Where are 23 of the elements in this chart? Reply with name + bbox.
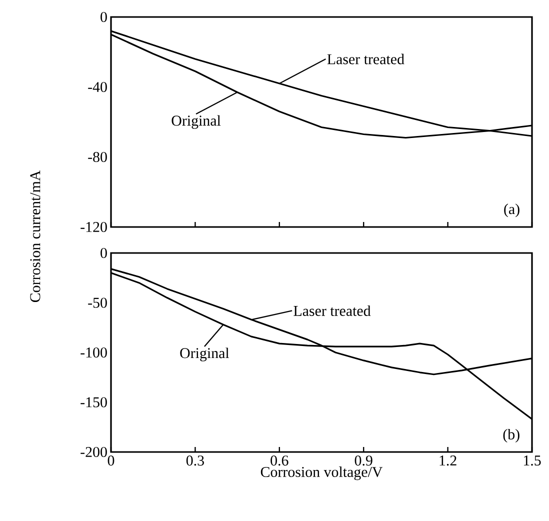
y-tick-label: 0 <box>100 12 107 22</box>
text: Laser treated <box>327 54 404 64</box>
y-tick-label: 0 <box>100 248 107 258</box>
x-tick-label: 1.2 <box>440 456 456 466</box>
series-label: Original <box>180 348 230 362</box>
y-tick-label: -120 <box>80 222 107 232</box>
y-tick-label: -40 <box>88 82 107 92</box>
y-tick-label: -80 <box>88 152 107 162</box>
annotation: (b) <box>503 428 520 443</box>
x-tick-label: 0.3 <box>186 456 204 466</box>
annotation: (a) <box>504 204 520 218</box>
y-tick-label: -100 <box>80 347 107 358</box>
y-axis-title: Corrosion current/mA <box>30 170 40 302</box>
y-tick-label: -50 <box>88 298 107 308</box>
x-axis-title: Corrosion voltage/V <box>260 466 383 480</box>
legend-label: Laser treated <box>294 305 371 316</box>
x-tick-label: 0 <box>108 456 114 466</box>
x-tick-label: 0.9 <box>354 456 372 466</box>
y-tick-label: -200 <box>80 446 107 458</box>
legend-label: Original <box>172 115 221 129</box>
y-tick-label: -150 <box>80 397 107 408</box>
x-tick-label: 0.6 <box>270 456 288 466</box>
x-tick-label: 1.5 <box>524 456 541 466</box>
